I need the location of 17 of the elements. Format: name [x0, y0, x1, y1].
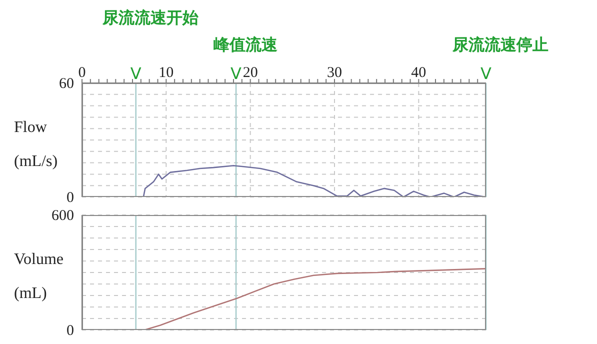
y-tick-label: 0: [66, 323, 74, 339]
x-tick-label: 30: [327, 65, 342, 81]
y-axis-title: Volume (mL): [14, 250, 64, 304]
text: 峰值流速: [214, 35, 278, 56]
text: 尿流流速停止: [452, 35, 548, 56]
y-tick-label: 600: [52, 208, 74, 224]
ref-line-label: V: [230, 64, 242, 83]
x-tick-label: 0: [78, 65, 86, 81]
ref-line-label: V: [480, 64, 492, 83]
x-tick-label: 20: [242, 65, 258, 81]
x-tick-label: 40: [411, 65, 426, 81]
text: 尿流流速开始: [102, 8, 198, 29]
y-axis-title: Flow (mL/s): [14, 118, 58, 172]
y-tick-label: 0: [66, 190, 74, 206]
x-tick-label: 10: [158, 65, 174, 81]
ref-line-label: V: [130, 64, 142, 83]
y-tick-label: 60: [59, 76, 74, 92]
